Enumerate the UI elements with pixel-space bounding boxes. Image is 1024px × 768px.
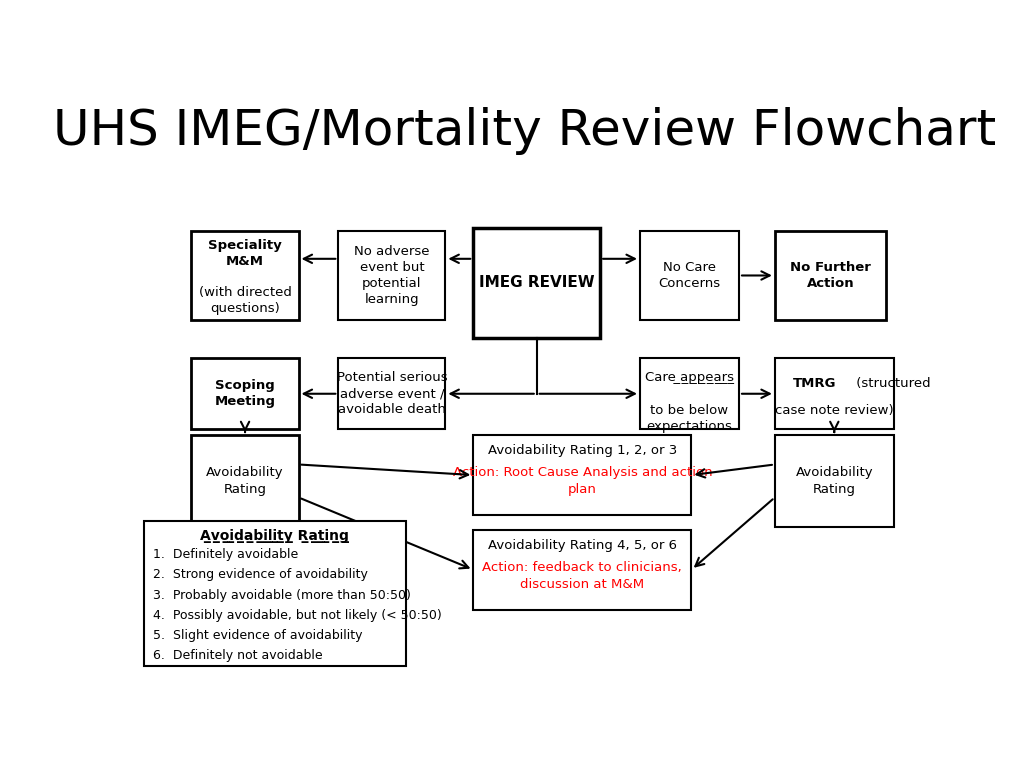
Text: No Care
Concerns: No Care Concerns bbox=[658, 261, 721, 290]
Text: Avoidability
Rating: Avoidability Rating bbox=[796, 466, 873, 496]
FancyBboxPatch shape bbox=[473, 435, 691, 515]
Text: to be below
expectations: to be below expectations bbox=[646, 405, 732, 433]
Text: 6.  Definitely not avoidable: 6. Definitely not avoidable bbox=[154, 649, 323, 662]
FancyBboxPatch shape bbox=[640, 231, 739, 319]
FancyBboxPatch shape bbox=[473, 530, 691, 610]
Text: 3.  Probably avoidable (more than 50:50): 3. Probably avoidable (more than 50:50) bbox=[154, 588, 412, 601]
Text: Potential serious
adverse event /
avoidable death: Potential serious adverse event / avoida… bbox=[337, 371, 447, 416]
Text: (with directed
questions): (with directed questions) bbox=[199, 286, 292, 315]
FancyBboxPatch shape bbox=[640, 358, 739, 429]
Text: 1.  Definitely avoidable: 1. Definitely avoidable bbox=[154, 548, 299, 561]
Text: IMEG REVIEW: IMEG REVIEW bbox=[479, 276, 595, 290]
FancyBboxPatch shape bbox=[191, 435, 299, 527]
Text: 4.  Possibly avoidable, but not likely (< 50:50): 4. Possibly avoidable, but not likely (<… bbox=[154, 609, 442, 622]
Text: (structured: (structured bbox=[852, 376, 931, 389]
Text: Avoidability Rating 4, 5, or 6: Avoidability Rating 4, 5, or 6 bbox=[487, 538, 677, 551]
Text: TMRG: TMRG bbox=[793, 376, 837, 389]
Text: Avoidability
Rating: Avoidability Rating bbox=[206, 466, 284, 496]
FancyBboxPatch shape bbox=[191, 358, 299, 429]
FancyBboxPatch shape bbox=[338, 358, 445, 429]
FancyBboxPatch shape bbox=[775, 435, 894, 527]
Text: Avoidability Rating 1, 2, or 3: Avoidability Rating 1, 2, or 3 bbox=[487, 444, 677, 457]
FancyBboxPatch shape bbox=[143, 521, 406, 666]
Text: Action: feedback to clinicians,
discussion at M&M: Action: feedback to clinicians, discussi… bbox=[482, 561, 682, 591]
Text: case note review): case note review) bbox=[775, 405, 894, 417]
FancyBboxPatch shape bbox=[473, 228, 600, 338]
Text: 5.  Slight evidence of avoidability: 5. Slight evidence of avoidability bbox=[154, 629, 362, 642]
FancyBboxPatch shape bbox=[191, 231, 299, 319]
Text: Scoping
Meeting: Scoping Meeting bbox=[215, 379, 275, 409]
FancyBboxPatch shape bbox=[775, 231, 886, 319]
FancyBboxPatch shape bbox=[775, 358, 894, 429]
Text: UHS IMEG/Mortality Review Flowchart: UHS IMEG/Mortality Review Flowchart bbox=[53, 107, 996, 154]
Text: No adverse
event but
potential
learning: No adverse event but potential learning bbox=[354, 245, 430, 306]
Text: 2.  Strong evidence of avoidability: 2. Strong evidence of avoidability bbox=[154, 568, 369, 581]
Text: Speciality
M&M: Speciality M&M bbox=[208, 239, 282, 267]
Text: No Further
Action: No Further Action bbox=[790, 261, 870, 290]
Text: Action: Root Cause Analysis and action
plan: Action: Root Cause Analysis and action p… bbox=[453, 466, 712, 496]
Text: A̲v̲o̲i̲d̲a̲b̲i̲l̲i̲t̲y̲ R̲a̲t̲i̲n̲g̲: A̲v̲o̲i̲d̲a̲b̲i̲l̲i̲t̲y̲ R̲a̲t̲i̲n̲g̲ bbox=[201, 529, 349, 543]
Text: Care ̲a̲p̲p̲e̲a̲r̲s̲: Care ̲a̲p̲p̲e̲a̲r̲s̲ bbox=[645, 371, 734, 384]
FancyBboxPatch shape bbox=[338, 231, 445, 319]
